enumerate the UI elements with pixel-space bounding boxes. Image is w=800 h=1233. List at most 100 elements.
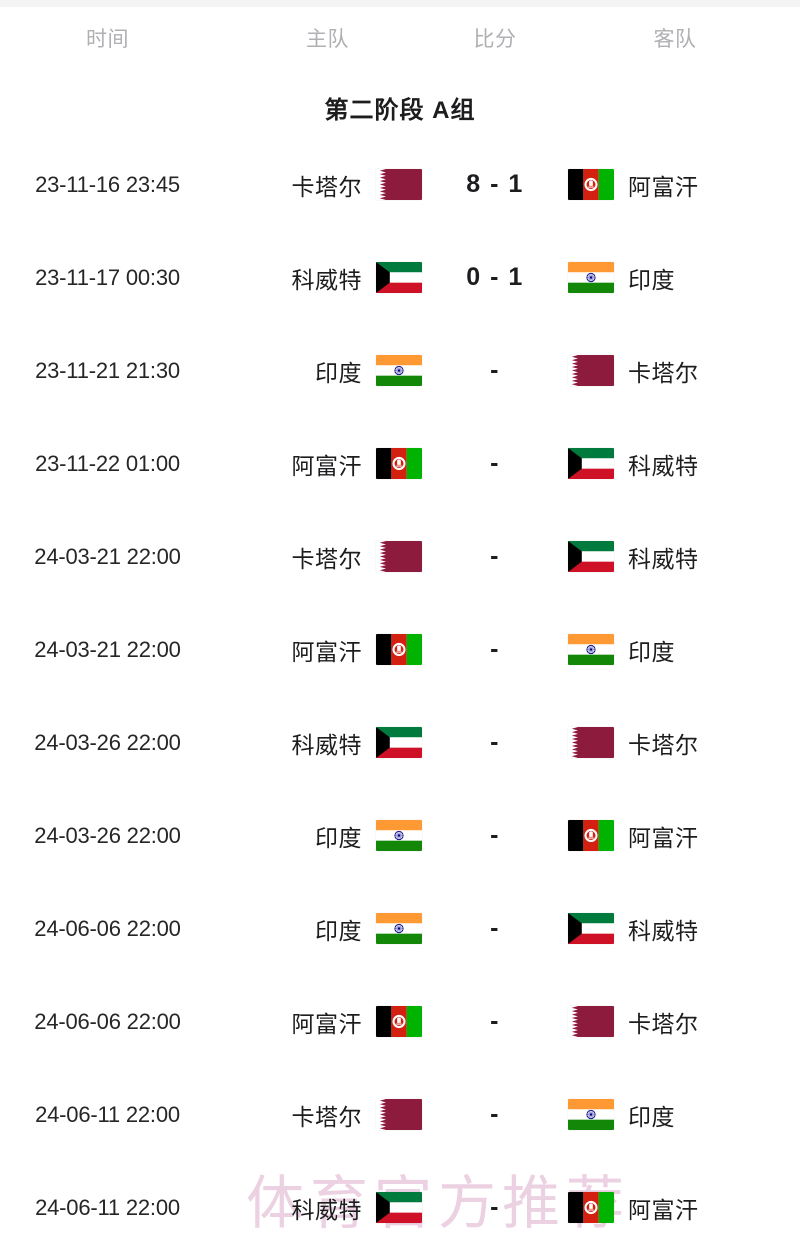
home-team-name: 卡塔尔 <box>291 1103 362 1130</box>
home-team-cell[interactable]: 印度 <box>215 912 440 946</box>
column-header-home: 主队 <box>306 28 349 51</box>
match-row[interactable]: 24-06-11 22:00 卡塔尔 - 印度 <box>0 1068 800 1161</box>
column-header-score: 比分 <box>473 28 517 51</box>
away-team-name: 卡塔尔 <box>628 1010 699 1037</box>
table-header: 时间 主队 比分 客队 <box>0 0 800 76</box>
match-score-pending: - <box>490 821 500 849</box>
home-team-cell[interactable]: 科威特 <box>215 1191 440 1225</box>
home-team-name: 卡塔尔 <box>291 173 362 200</box>
home-team-name: 阿富汗 <box>291 638 362 665</box>
home-team-cell[interactable]: 卡塔尔 <box>215 168 440 202</box>
match-time: 24-06-06 22:00 <box>34 1008 181 1034</box>
match-row[interactable]: 24-03-21 22:00 卡塔尔 - 科威特 <box>0 510 800 603</box>
home-team-cell[interactable]: 科威特 <box>215 261 440 295</box>
home-team-cell[interactable]: 阿富汗 <box>215 447 440 481</box>
away-team-cell[interactable]: 科威特 <box>550 912 800 946</box>
home-team-name: 科威特 <box>291 731 362 758</box>
home-team-cell[interactable]: 卡塔尔 <box>215 1098 440 1132</box>
away-team-name: 卡塔尔 <box>628 359 699 386</box>
qatar-flag-icon <box>376 169 422 200</box>
away-team-cell[interactable]: 卡塔尔 <box>550 1005 800 1039</box>
match-time: 23-11-16 23:45 <box>35 171 180 197</box>
away-team-cell[interactable]: 卡塔尔 <box>550 726 800 760</box>
away-team-name: 阿富汗 <box>628 173 699 200</box>
match-row[interactable]: 23-11-17 00:30 科威特 0 - 1 印度 <box>0 231 800 324</box>
away-team-cell[interactable]: 阿富汗 <box>550 168 800 202</box>
away-team-cell[interactable]: 阿富汗 <box>550 819 800 853</box>
match-time: 24-03-21 22:00 <box>34 636 181 662</box>
away-team-name: 印度 <box>628 266 675 293</box>
match-score-pending: - <box>490 1193 500 1221</box>
match-score: 0 - 1 <box>466 263 524 291</box>
group-title-row: 第二阶段 A组 <box>0 76 800 138</box>
qatar-flag-icon <box>568 727 614 758</box>
india-flag-icon <box>376 355 422 386</box>
home-team-cell[interactable]: 印度 <box>215 354 440 388</box>
match-row[interactable]: 24-06-06 22:00 阿富汗 - 卡塔尔 <box>0 975 800 1068</box>
india-flag-icon <box>568 262 614 293</box>
away-team-cell[interactable]: 印度 <box>550 261 800 295</box>
home-team-cell[interactable]: 阿富汗 <box>215 633 440 667</box>
home-team-name: 卡塔尔 <box>291 545 362 572</box>
qatar-flag-icon <box>376 541 422 572</box>
qatar-flag-icon <box>376 1099 422 1130</box>
away-team-cell[interactable]: 印度 <box>550 633 800 667</box>
match-row[interactable]: 24-06-06 22:00 印度 - 科威特 <box>0 882 800 975</box>
match-time: 24-06-11 22:00 <box>35 1194 180 1220</box>
afghanistan-flag-icon <box>376 634 422 665</box>
away-team-cell[interactable]: 科威特 <box>550 447 800 481</box>
away-team-name: 印度 <box>628 1103 675 1130</box>
match-row[interactable]: 24-06-11 22:00 科威特 - 阿富汗 <box>0 1161 800 1233</box>
away-team-cell[interactable]: 阿富汗 <box>550 1191 800 1225</box>
home-team-cell[interactable]: 科威特 <box>215 726 440 760</box>
india-flag-icon <box>568 1099 614 1130</box>
home-team-name: 印度 <box>315 824 362 851</box>
india-flag-icon <box>376 820 422 851</box>
away-team-name: 科威特 <box>628 545 699 572</box>
match-time: 23-11-21 21:30 <box>35 357 180 383</box>
match-row[interactable]: 24-03-26 22:00 科威特 - 卡塔尔 <box>0 696 800 789</box>
kuwait-flag-icon <box>376 1192 422 1223</box>
match-time: 24-06-11 22:00 <box>35 1101 180 1127</box>
match-score-pending: - <box>490 356 500 384</box>
kuwait-flag-icon <box>568 448 614 479</box>
column-header-time: 时间 <box>86 28 129 51</box>
match-score: 8 - 1 <box>466 170 524 198</box>
match-time: 24-03-26 22:00 <box>34 729 181 755</box>
afghanistan-flag-icon <box>376 1006 422 1037</box>
match-time: 24-03-26 22:00 <box>34 822 181 848</box>
match-row[interactable]: 24-03-26 22:00 印度 - 阿富汗 <box>0 789 800 882</box>
away-team-name: 科威特 <box>628 452 699 479</box>
match-score-pending: - <box>490 728 500 756</box>
kuwait-flag-icon <box>376 727 422 758</box>
away-team-name: 阿富汗 <box>628 824 699 851</box>
match-time: 24-03-21 22:00 <box>34 543 181 569</box>
away-team-cell[interactable]: 科威特 <box>550 540 800 574</box>
away-team-cell[interactable]: 印度 <box>550 1098 800 1132</box>
match-list: 23-11-16 23:45 卡塔尔 8 - 1 阿富汗 23-11-17 00:30 科… <box>0 138 800 1233</box>
column-header-away: 客队 <box>653 28 697 51</box>
afghanistan-flag-icon <box>568 820 614 851</box>
home-team-name: 印度 <box>315 917 362 944</box>
qatar-flag-icon <box>568 1006 614 1037</box>
home-team-name: 阿富汗 <box>291 1010 362 1037</box>
match-row[interactable]: 23-11-22 01:00 阿富汗 - 科威特 <box>0 417 800 510</box>
home-team-cell[interactable]: 阿富汗 <box>215 1005 440 1039</box>
group-title: 第二阶段 A组 <box>324 96 476 124</box>
home-team-cell[interactable]: 印度 <box>215 819 440 853</box>
kuwait-flag-icon <box>376 262 422 293</box>
home-team-cell[interactable]: 卡塔尔 <box>215 540 440 574</box>
home-team-name: 阿富汗 <box>291 452 362 479</box>
match-row[interactable]: 23-11-16 23:45 卡塔尔 8 - 1 阿富汗 <box>0 138 800 231</box>
afghanistan-flag-icon <box>376 448 422 479</box>
away-team-cell[interactable]: 卡塔尔 <box>550 354 800 388</box>
match-row[interactable]: 23-11-21 21:30 印度 - 卡塔尔 <box>0 324 800 417</box>
match-row[interactable]: 24-03-21 22:00 阿富汗 - 印度 <box>0 603 800 696</box>
india-flag-icon <box>568 634 614 665</box>
match-score-pending: - <box>490 635 500 663</box>
india-flag-icon <box>376 913 422 944</box>
home-team-name: 科威特 <box>291 1196 362 1223</box>
away-team-name: 卡塔尔 <box>628 731 699 758</box>
match-score-pending: - <box>490 1100 500 1128</box>
